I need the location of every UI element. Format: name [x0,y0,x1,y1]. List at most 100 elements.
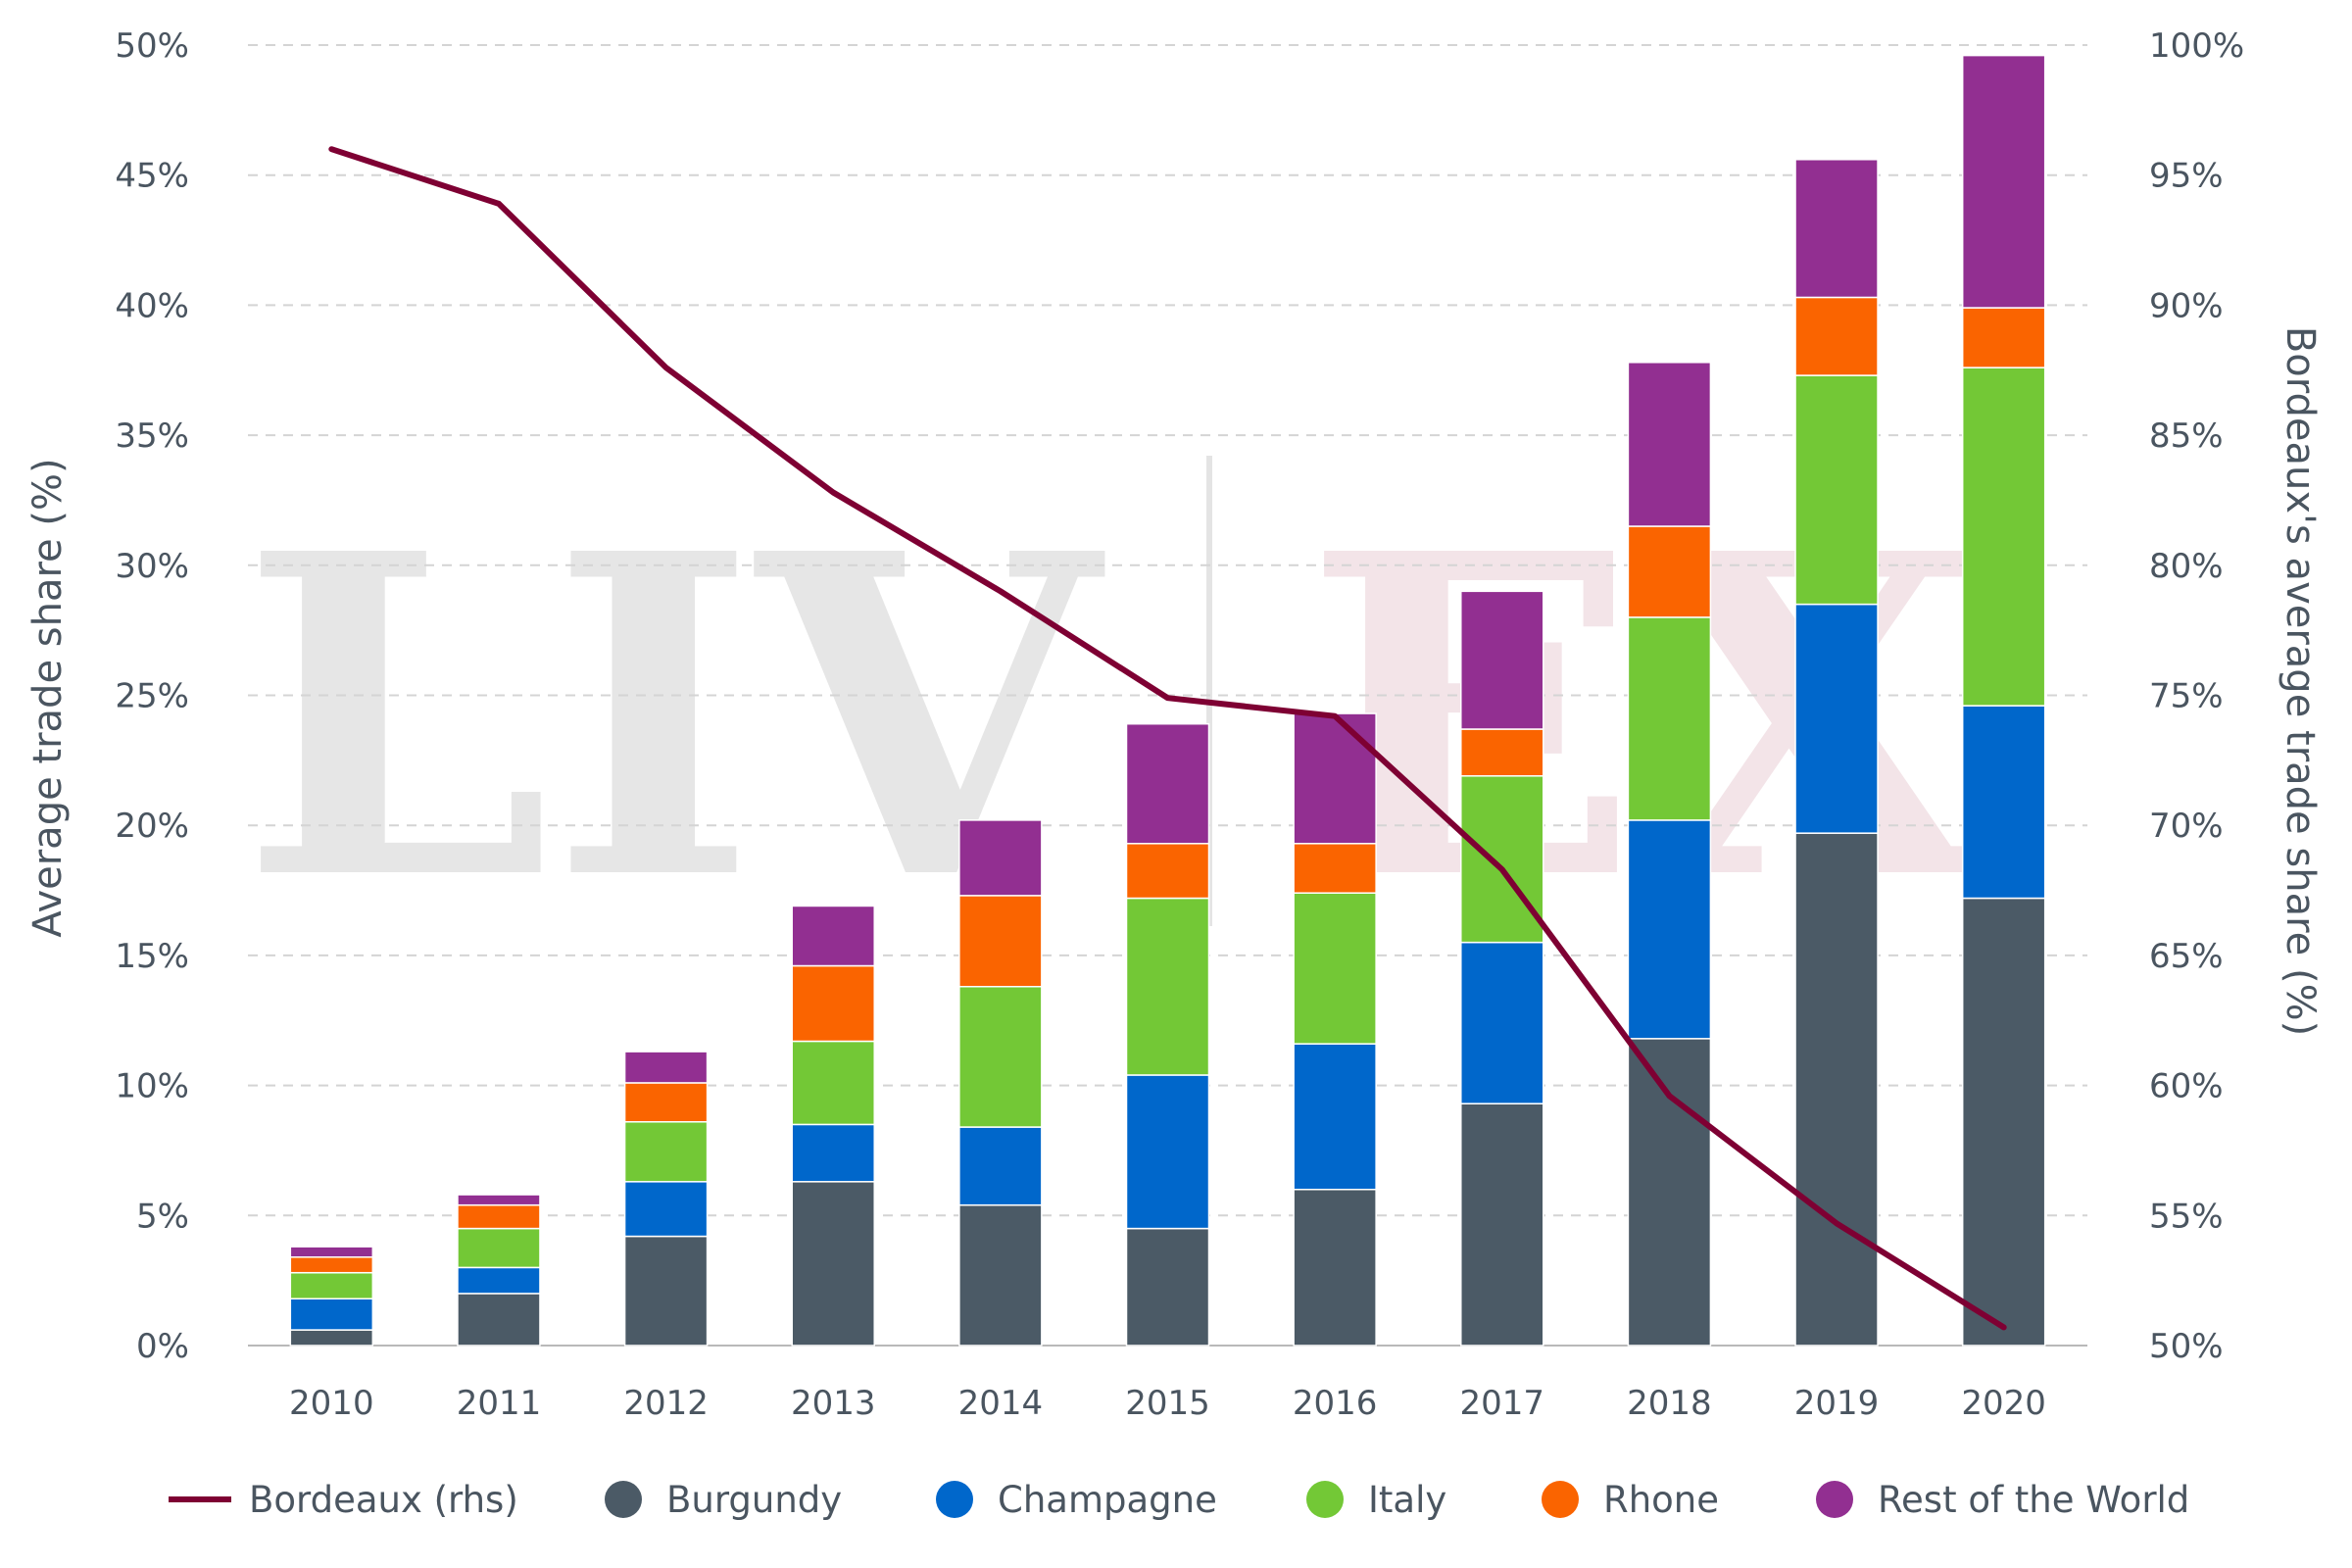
bar-rhone-2013 [791,964,875,1043]
x-tick-label: 2016 [1293,1384,1378,1423]
right-tick-label: 65% [2149,937,2224,976]
bar-rest-of-the-world-2010 [289,1246,374,1258]
bar-burgundy-2014 [958,1203,1043,1347]
bar-burgundy-2012 [623,1235,709,1347]
left-axis-ticks: 0% 5% 10% 15% 20% 25% 30% 35% 40% 45% 50% [115,26,189,1366]
bar-champagne-2012 [623,1181,709,1238]
bar-rhone-2018 [1627,525,1712,618]
bar-burgundy-2011 [457,1293,541,1347]
bar-italy-2011 [457,1227,541,1269]
legend: Bordeaux (rhs) Burgundy Champagne Italy Rhon… [169,1479,2189,1521]
x-axis-ticks: 2010 2011 2012 2013 2014 2015 2016 2017 2018 2019… [289,1384,2046,1423]
x-tick-label: 2013 [791,1384,876,1423]
bordeaux-line [328,146,2007,1331]
x-tick-label: 2012 [623,1384,709,1423]
legend-label-italy: Italy [1368,1479,1446,1521]
right-tick-label: 80% [2149,547,2224,586]
bar-rest-of-the-world-2012 [623,1051,709,1084]
right-tick-label: 85% [2149,416,2224,456]
watermark-divider [1206,456,1212,926]
bar-rest-of-the-world-2011 [457,1194,541,1206]
bar-burgundy-2020 [1961,897,2046,1347]
x-tick-label: 2014 [958,1384,1044,1423]
left-tick-label: 25% [115,677,189,716]
bar-rest-of-the-world-2018 [1627,362,1712,527]
right-axis-ticks: 50% 55% 60% 65% 70% 75% 80% 85% 90% 95% 100% [2149,26,2244,1366]
x-tick-label: 2010 [289,1384,374,1423]
bar-champagne-2016 [1293,1043,1377,1191]
bar-burgundy-2010 [289,1329,374,1347]
legend-swatch-burgundy [605,1481,642,1518]
bar-rest-of-the-world-2015 [1125,722,1210,845]
bar-italy-2018 [1627,616,1712,821]
left-tick-label: 20% [115,807,189,846]
bar-italy-2020 [1961,367,2046,707]
bordeaux-line-path [328,146,2007,1331]
x-tick-label: 2015 [1125,1384,1210,1423]
legend-swatch-rest-of-the-world [1816,1481,1853,1518]
right-tick-label: 50% [2149,1327,2224,1366]
bar-burgundy-2015 [1125,1227,1210,1347]
right-tick-label: 60% [2149,1067,2224,1106]
bar-rest-of-the-world-2020 [1961,54,2046,309]
right-tick-label: 70% [2149,807,2224,846]
stacked-bars [289,54,2046,1347]
bar-rhone-2015 [1125,843,1210,900]
bar-italy-2015 [1125,897,1210,1076]
legend-swatch-italy [1306,1481,1344,1518]
bar-rest-of-the-world-2019 [1794,159,1879,299]
bar-italy-2012 [623,1121,709,1183]
x-tick-label: 2020 [1961,1384,2046,1423]
bar-italy-2019 [1794,374,1879,606]
right-axis-title: Bordeaux's average trade share (%) [2278,326,2323,1036]
left-tick-label: 30% [115,547,189,586]
bar-champagne-2018 [1627,819,1712,1040]
left-axis-title: Average trade share (%) [25,458,71,937]
bar-rhone-2020 [1961,307,2046,368]
bar-burgundy-2013 [791,1181,875,1347]
bar-rhone-2011 [457,1203,541,1230]
left-tick-label: 40% [115,286,189,325]
legend-swatch-rhone [1542,1481,1579,1518]
x-tick-label: 2011 [457,1384,542,1423]
left-tick-label: 0% [136,1327,189,1366]
bar-italy-2014 [958,985,1043,1128]
legend-label-champagne: Champagne [998,1479,1217,1521]
bar-champagne-2019 [1794,603,1879,834]
bar-rest-of-the-world-2016 [1293,712,1377,845]
bar-burgundy-2019 [1794,832,1879,1347]
legend-label-rhone: Rhone [1603,1479,1719,1521]
bar-champagne-2011 [457,1266,541,1295]
left-tick-label: 5% [136,1197,189,1236]
x-tick-label: 2019 [1794,1384,1880,1423]
left-tick-label: 45% [115,157,189,196]
legend-swatch-champagne [936,1481,973,1518]
bar-rest-of-the-world-2013 [791,905,875,967]
bar-rhone-2012 [623,1082,709,1123]
bar-champagne-2014 [958,1126,1043,1206]
bar-italy-2010 [289,1271,374,1299]
right-tick-label: 90% [2149,286,2224,325]
bar-rhone-2017 [1460,728,1544,777]
left-tick-label: 15% [115,937,189,976]
legend-label-burgundy: Burgundy [666,1479,842,1521]
right-tick-label: 95% [2149,157,2224,196]
bar-champagne-2017 [1460,941,1544,1104]
bar-champagne-2010 [289,1298,374,1331]
legend-label-bordeaux-rhs: Bordeaux (rhs) [249,1479,518,1521]
right-tick-label: 100% [2149,26,2244,66]
bar-rhone-2019 [1794,296,1879,376]
right-tick-label: 75% [2149,677,2224,716]
bar-champagne-2020 [1961,705,2046,900]
bar-italy-2016 [1293,892,1377,1045]
bar-burgundy-2017 [1460,1102,1544,1347]
legend-label-rest-of-the-world: Rest of the World [1878,1479,2189,1521]
left-tick-label: 35% [115,416,189,456]
x-tick-label: 2018 [1627,1384,1712,1423]
left-tick-label: 50% [115,26,189,66]
bar-burgundy-2018 [1627,1038,1712,1347]
bar-italy-2013 [791,1040,875,1126]
right-tick-label: 55% [2149,1197,2224,1236]
bar-rhone-2016 [1293,843,1377,894]
